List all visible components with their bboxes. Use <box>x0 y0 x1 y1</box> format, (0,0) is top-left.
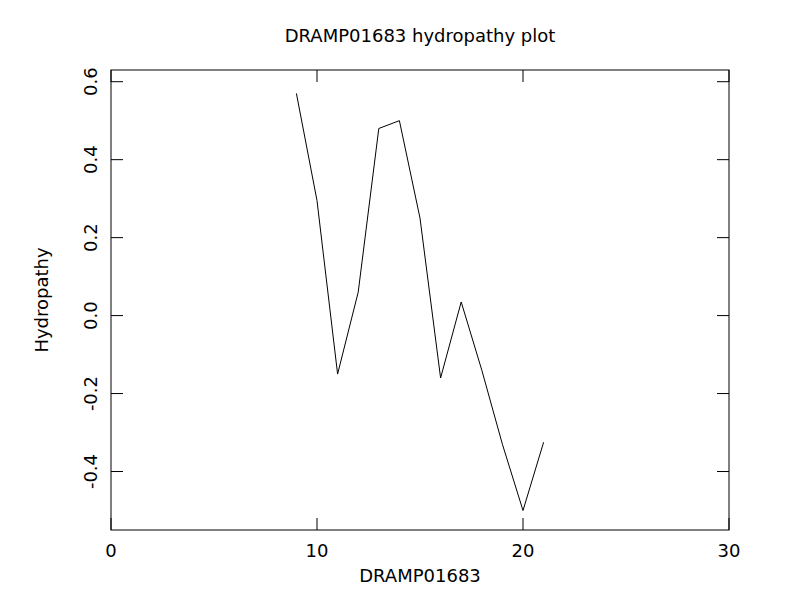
y-tick <box>111 471 123 472</box>
x-tick <box>523 518 524 530</box>
x-tick-label: 10 <box>306 540 329 561</box>
y-tick-right <box>717 315 729 316</box>
y-tick <box>111 393 123 394</box>
y-tick-label: 0.2 <box>80 223 101 252</box>
y-tick <box>111 81 123 82</box>
plot-area <box>296 93 543 510</box>
y-tick-right <box>717 393 729 394</box>
x-tick-label: 0 <box>105 540 116 561</box>
y-tick-label: 0.6 <box>80 67 101 96</box>
x-label: DRAMP01683 <box>359 565 481 586</box>
x-tick-label: 20 <box>512 540 535 561</box>
y-tick <box>111 237 123 238</box>
x-tick <box>111 518 112 530</box>
y-tick-label: -0.4 <box>80 454 101 489</box>
hydropathy-line <box>296 93 543 510</box>
y-tick-right <box>717 81 729 82</box>
x-tick-label: 30 <box>718 540 741 561</box>
x-tick-top <box>317 70 318 82</box>
y-tick <box>111 159 123 160</box>
y-tick-label: -0.2 <box>80 376 101 411</box>
x-tick <box>729 518 730 530</box>
x-tick-top <box>729 70 730 82</box>
y-tick-right <box>717 237 729 238</box>
y-tick-right <box>717 159 729 160</box>
x-tick-top <box>111 70 112 82</box>
background <box>0 0 800 600</box>
x-tick <box>317 518 318 530</box>
y-tick-label: 0.0 <box>80 301 101 330</box>
y-tick-label: 0.4 <box>80 145 101 174</box>
y-tick-right <box>717 471 729 472</box>
title: DRAMP01683 hydropathy plot <box>285 25 556 46</box>
y-label: Hydropathy <box>31 247 52 353</box>
plot-frame <box>111 70 729 530</box>
y-tick <box>111 315 123 316</box>
x-tick-top <box>523 70 524 82</box>
